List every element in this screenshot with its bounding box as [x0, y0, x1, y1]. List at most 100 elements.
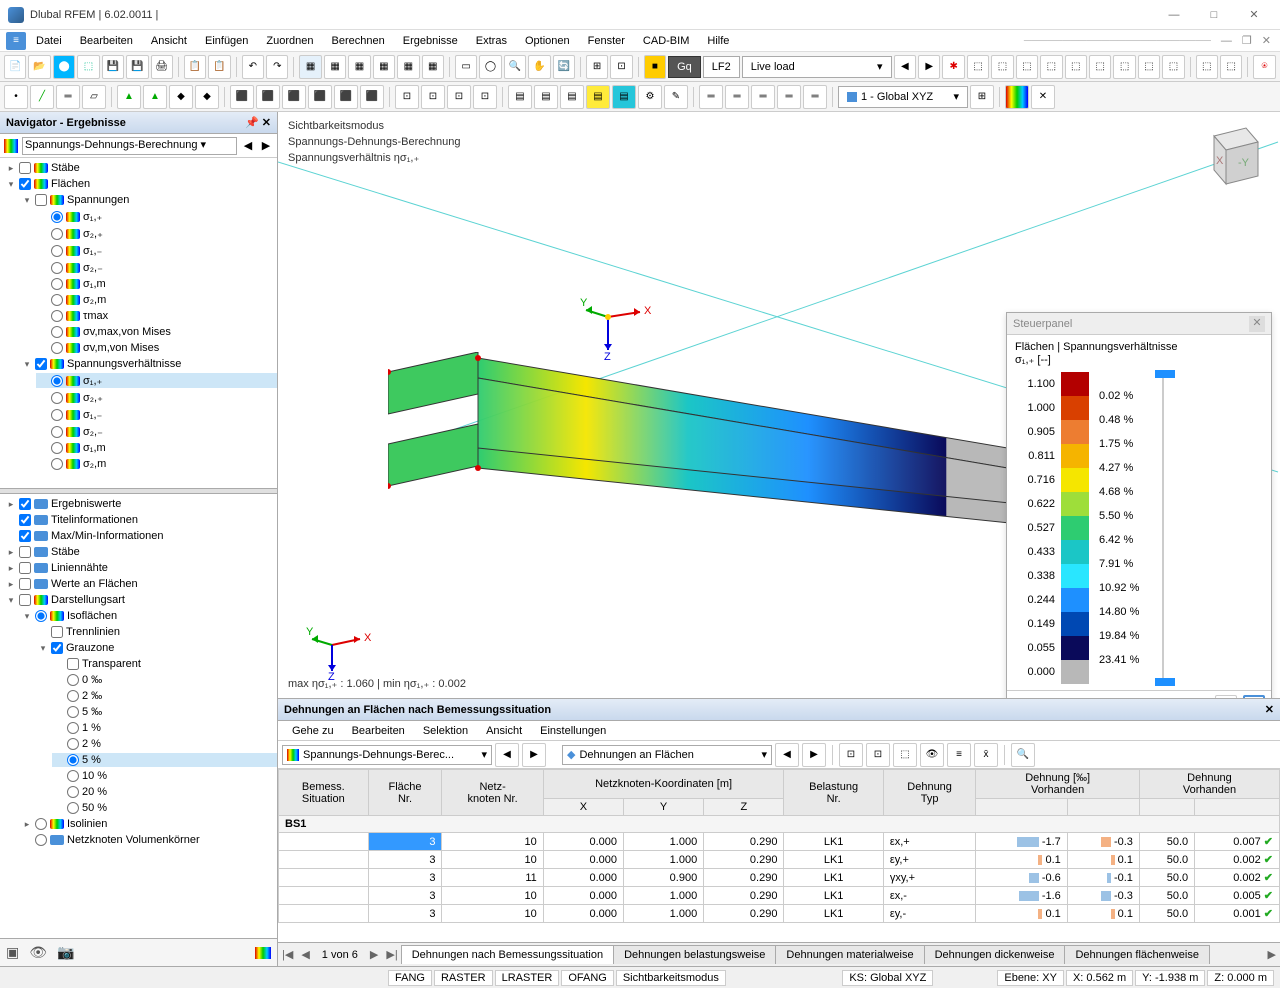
- table-grid[interactable]: Bemess.SituationFlächeNr.Netz-knoten Nr.…: [278, 769, 1280, 942]
- menu-ansicht[interactable]: Ansicht: [143, 33, 195, 49]
- t2q-icon[interactable]: ▤: [560, 85, 584, 109]
- tree-item[interactable]: τmax: [36, 309, 277, 323]
- snap-icon[interactable]: ⊡: [610, 55, 632, 79]
- t2n-icon[interactable]: ⊡: [473, 85, 497, 109]
- t2l-icon[interactable]: ⊡: [421, 85, 445, 109]
- navigator-tree-1[interactable]: ▸Stäbe▾Flächen▾Spannungenσ₁,₊σ₂,₊σ₁,₋σ₂,…: [0, 158, 277, 488]
- tree-item[interactable]: ▸Liniennähte: [4, 561, 277, 575]
- table-row[interactable]: 3100.0001.0000.290LK1εy,+0.10.150.00.002…: [279, 851, 1280, 869]
- ttb-a-icon[interactable]: ⊡: [839, 743, 863, 767]
- tree-item[interactable]: Titelinformationen: [4, 513, 277, 527]
- tree-item[interactable]: σv,m,von Mises: [36, 341, 277, 355]
- tree-item[interactable]: σ₂,₋: [36, 260, 277, 275]
- tab-scroll-right-icon[interactable]: ▶: [1264, 948, 1280, 961]
- tree-item[interactable]: Max/Min-Informationen: [4, 529, 277, 543]
- tool-k-icon[interactable]: ⬚: [1196, 55, 1218, 79]
- ttb-d-icon[interactable]: 👁: [920, 743, 944, 767]
- rotate-icon[interactable]: 🔄: [553, 55, 575, 79]
- tree-item[interactable]: ▾Spannungsverhältnisse: [20, 357, 277, 371]
- table-row[interactable]: 3100.0001.0000.290LK1εx,+-1.7-0.350.00.0…: [279, 833, 1280, 851]
- menu-datei[interactable]: Datei: [28, 33, 70, 49]
- new-icon[interactable]: 📄: [4, 55, 26, 79]
- tree-item[interactable]: ▸Isolinien: [20, 817, 277, 831]
- tree-item[interactable]: 5 %: [52, 753, 277, 767]
- tree-item[interactable]: 20 %: [52, 785, 277, 799]
- tree-item[interactable]: σ₂,m: [36, 293, 277, 307]
- surface-icon[interactable]: ▱: [82, 85, 106, 109]
- t2x-icon[interactable]: ═: [751, 85, 775, 109]
- tree-item[interactable]: ▾Isoflächen: [20, 609, 277, 623]
- tree-item[interactable]: ▸Stäbe: [4, 545, 277, 559]
- tree-item[interactable]: σ₂,₊: [36, 390, 277, 405]
- member-icon[interactable]: ═: [56, 85, 80, 109]
- panel-btn-2-icon[interactable]: ⇅: [1243, 695, 1265, 698]
- tool-c-icon[interactable]: ⬚: [991, 55, 1013, 79]
- t2a-icon[interactable]: ▲: [117, 85, 141, 109]
- tool-e-icon[interactable]: ⬚: [1040, 55, 1062, 79]
- table-menu-item[interactable]: Selektion: [415, 724, 476, 738]
- mdi-restore-icon[interactable]: ❐: [1239, 34, 1255, 47]
- ttb-f-icon[interactable]: x̄: [974, 743, 998, 767]
- menu-hilfe[interactable]: Hilfe: [699, 33, 737, 49]
- menu-einfügen[interactable]: Einfügen: [197, 33, 256, 49]
- maximize-button[interactable]: □: [1196, 5, 1232, 25]
- status-toggle[interactable]: OFANG: [561, 970, 614, 986]
- results-icon[interactable]: [1005, 85, 1029, 109]
- menu-cad-bim[interactable]: CAD-BIM: [635, 33, 697, 49]
- menu-fenster[interactable]: Fenster: [580, 33, 633, 49]
- tree-item[interactable]: σ₁,₋: [36, 407, 277, 422]
- ttb-e-icon[interactable]: ≡: [947, 743, 971, 767]
- select-icon[interactable]: ▭: [455, 55, 477, 79]
- table-row[interactable]: 3100.0001.0000.290LK1εx,--1.6-0.350.00.0…: [279, 887, 1280, 905]
- table-tab[interactable]: Dehnungen nach Bemessungssituation: [401, 945, 614, 964]
- node-icon[interactable]: •: [4, 85, 28, 109]
- mdi-close-icon[interactable]: ✕: [1259, 34, 1274, 47]
- t2y-icon[interactable]: ═: [777, 85, 801, 109]
- tree-item[interactable]: σ₁,₊: [36, 209, 277, 224]
- t2m-icon[interactable]: ⊡: [447, 85, 471, 109]
- navigator-tree-2[interactable]: ▸ErgebniswerteTitelinformationenMax/Min-…: [0, 494, 277, 938]
- paste-icon[interactable]: 📋: [208, 55, 230, 79]
- close-button[interactable]: ✕: [1236, 5, 1272, 25]
- table-menu-item[interactable]: Gehe zu: [284, 724, 342, 738]
- tree-item[interactable]: σ₂,₊: [36, 226, 277, 241]
- zoom-icon[interactable]: 🔍: [504, 55, 526, 79]
- tree-item[interactable]: 2 %: [52, 737, 277, 751]
- tool-g-icon[interactable]: ⬚: [1089, 55, 1111, 79]
- view6-icon[interactable]: ▦: [422, 55, 444, 79]
- tree-item[interactable]: 2 ‰: [52, 689, 277, 703]
- t2v-icon[interactable]: ═: [699, 85, 723, 109]
- loadcase-dropdown[interactable]: Live load▾: [742, 56, 892, 78]
- t2r-icon[interactable]: ▤: [586, 85, 610, 109]
- redo-icon[interactable]: ↷: [266, 55, 288, 79]
- tree-item[interactable]: σ₂,₋: [36, 424, 277, 439]
- 3d-view[interactable]: Sichtbarkeitsmodus Spannungs-Dehnungs-Be…: [278, 112, 1280, 698]
- nav-foot-3-icon[interactable]: 📷: [57, 944, 74, 961]
- save-icon[interactable]: 💾: [102, 55, 124, 79]
- lc-prev-icon[interactable]: ◀: [894, 55, 916, 79]
- menu-zuordnen[interactable]: Zuordnen: [258, 33, 321, 49]
- tcombo1-prev-icon[interactable]: ◀: [495, 743, 519, 767]
- view4-icon[interactable]: ▦: [373, 55, 395, 79]
- t2o-icon[interactable]: ▤: [508, 85, 532, 109]
- table-tab[interactable]: Dehnungen belastungsweise: [613, 945, 776, 964]
- status-toggle[interactable]: Sichtbarkeitsmodus: [616, 970, 726, 986]
- view1-icon[interactable]: ▦: [299, 55, 321, 79]
- tree-item[interactable]: σ₂,m: [36, 457, 277, 471]
- menu-ergebnisse[interactable]: Ergebnisse: [395, 33, 466, 49]
- tree-item[interactable]: σ₁,m: [36, 441, 277, 455]
- tree-item[interactable]: σ₁,₊: [36, 373, 277, 388]
- table-menu-item[interactable]: Bearbeiten: [344, 724, 413, 738]
- tree-item[interactable]: σ₁,m: [36, 277, 277, 291]
- status-toggle[interactable]: RASTER: [434, 970, 493, 986]
- print-icon[interactable]: 🖨: [151, 55, 173, 79]
- open-icon[interactable]: 📂: [28, 55, 50, 79]
- table-menu-item[interactable]: Einstellungen: [532, 724, 614, 738]
- tool-i-icon[interactable]: ⬚: [1138, 55, 1160, 79]
- tree-item[interactable]: ▾Grauzone: [36, 641, 277, 655]
- lc-color-icon[interactable]: ■: [644, 55, 666, 79]
- tab-first-icon[interactable]: |◀: [278, 948, 297, 961]
- view5-icon[interactable]: ▦: [397, 55, 419, 79]
- nav-foot-1-icon[interactable]: ▣: [6, 944, 19, 961]
- t2h-icon[interactable]: ⬛: [308, 85, 332, 109]
